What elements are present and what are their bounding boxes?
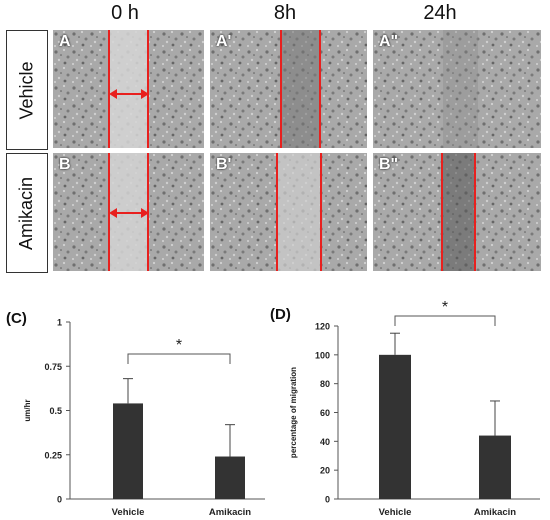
panel-label-d: (D) [270, 306, 291, 323]
panel-letter: A' [216, 33, 232, 50]
wound-edge-line [474, 153, 476, 271]
bar-chart-c: 0 0.25 0.5 0.75 1 um/hr Vehicle Amikacin * [23, 318, 265, 518]
panel-letter: B" [379, 156, 399, 173]
significance-bracket [127, 353, 231, 364]
category-label: Vehicle [379, 507, 412, 518]
gap-width-arrow [109, 89, 149, 99]
wound-gap [441, 153, 474, 271]
micrograph-amikacin-8h: B' [210, 153, 367, 271]
panel-letter: A [59, 33, 71, 50]
y-axis-label: um/hr [23, 399, 32, 421]
cell-texture [373, 30, 541, 148]
category-label: Amikacin [474, 507, 516, 518]
column-header-0h: 0 h [111, 2, 139, 24]
y-tick-label: 100 [315, 350, 330, 360]
micrograph-amikacin-24h: B" [373, 153, 541, 271]
row-label-vehicle: Vehicle [6, 30, 48, 150]
y-tick-label: 0.25 [44, 450, 62, 460]
y-tick-label: 20 [320, 466, 330, 476]
panel-letter: B' [216, 156, 232, 173]
bar-amikacin [479, 435, 511, 499]
y-tick-label: 0.5 [49, 406, 62, 416]
wound-gap [443, 30, 478, 148]
column-header-24h: 24h [423, 2, 457, 24]
row-label-amikacin: Amikacin [6, 153, 48, 273]
row-label-vehicle-text: Vehicle [16, 60, 37, 120]
micrograph-vehicle-8h: A' [210, 30, 367, 148]
micrograph-vehicle-0h: A [53, 30, 204, 148]
column-header-8h: 8h [273, 2, 297, 24]
significance-star: * [176, 337, 182, 354]
y-tick-label: 0 [325, 495, 330, 505]
wound-gap [276, 153, 320, 271]
y-tick-label: 40 [320, 437, 330, 447]
micrograph-amikacin-0h: B [53, 153, 204, 271]
panel-letter: B [59, 156, 71, 173]
category-label: Amikacin [209, 507, 251, 518]
bar-vehicle [379, 354, 411, 499]
significance-bracket [394, 315, 496, 326]
micrograph-vehicle-24h: A" [373, 30, 541, 148]
y-tick-label: 0 [57, 495, 62, 505]
wound-edge-line [276, 153, 278, 271]
wound-edge-line [320, 153, 322, 271]
wound-edge-line [319, 30, 321, 148]
wound-edge-line [441, 153, 443, 271]
y-tick-label: 1 [57, 318, 62, 328]
row-label-amikacin-text: Amikacin [16, 176, 37, 250]
panel-label-c: (C) [6, 310, 27, 327]
significance-star: * [442, 299, 448, 316]
bar-amikacin [215, 456, 245, 499]
bar-chart-d: 0 20 40 60 80 100 120 percentage of migration Ve… [289, 299, 540, 518]
y-tick-label: 120 [315, 322, 330, 332]
gap-width-arrow [109, 208, 149, 218]
wound-gap [280, 30, 320, 148]
y-tick-label: 80 [320, 379, 330, 389]
bar-vehicle [113, 403, 143, 499]
y-tick-label: 60 [320, 408, 330, 418]
wound-edge-line [280, 30, 282, 148]
category-label: Vehicle [112, 507, 145, 518]
y-tick-label: 0.75 [44, 362, 62, 372]
panel-letter: A" [379, 33, 399, 50]
y-axis-label: percentage of migration [289, 367, 298, 458]
